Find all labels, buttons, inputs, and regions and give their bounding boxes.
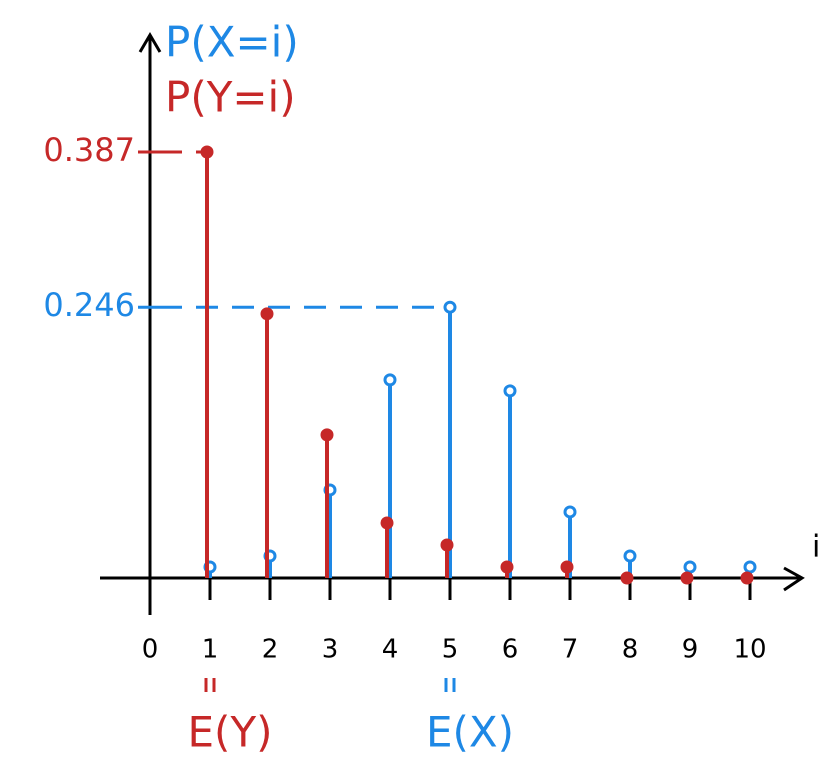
stem-head xyxy=(743,560,757,574)
x-tick-label: 9 xyxy=(682,635,699,665)
x-tick-label: 7 xyxy=(562,635,579,665)
stem-head xyxy=(683,560,697,574)
y-tick-label: 0.246 xyxy=(43,286,135,324)
stem-head xyxy=(320,428,334,442)
stem-head xyxy=(380,516,394,530)
stem-head xyxy=(443,300,457,314)
x-tick-label: 0 xyxy=(142,635,159,665)
x-tick-label: 6 xyxy=(502,635,519,665)
x-tick-label: 4 xyxy=(382,635,399,665)
x-tick-label: 1 xyxy=(202,635,219,665)
x-tick-label: 3 xyxy=(322,635,339,665)
y-tick-label: 0.387 xyxy=(43,131,135,169)
x-tick-label: 2 xyxy=(262,635,279,665)
stem-head xyxy=(383,373,397,387)
legend-entry: P(Y=i) xyxy=(165,73,296,122)
x-tick-label: 5 xyxy=(442,635,459,665)
stem-head xyxy=(620,571,634,585)
x-arrow xyxy=(783,566,805,592)
x-tick-label: 8 xyxy=(622,635,639,665)
stem-head xyxy=(503,384,517,398)
annotation: E(Y) xyxy=(188,708,273,757)
stem-head xyxy=(260,307,274,321)
stem-head xyxy=(560,560,574,574)
legend-entry: P(X=i) xyxy=(165,18,299,67)
stem-head xyxy=(563,505,577,519)
stem-head xyxy=(200,145,214,159)
stem-head xyxy=(440,538,454,552)
stem-head xyxy=(623,549,637,563)
stem-head xyxy=(500,560,514,574)
x-axis-label: i xyxy=(812,530,820,565)
annotation: E(X) xyxy=(426,708,514,757)
y-arrow xyxy=(138,32,162,53)
stem-head xyxy=(740,571,754,585)
x-tick-label: 10 xyxy=(733,635,766,665)
stem-head xyxy=(680,571,694,585)
